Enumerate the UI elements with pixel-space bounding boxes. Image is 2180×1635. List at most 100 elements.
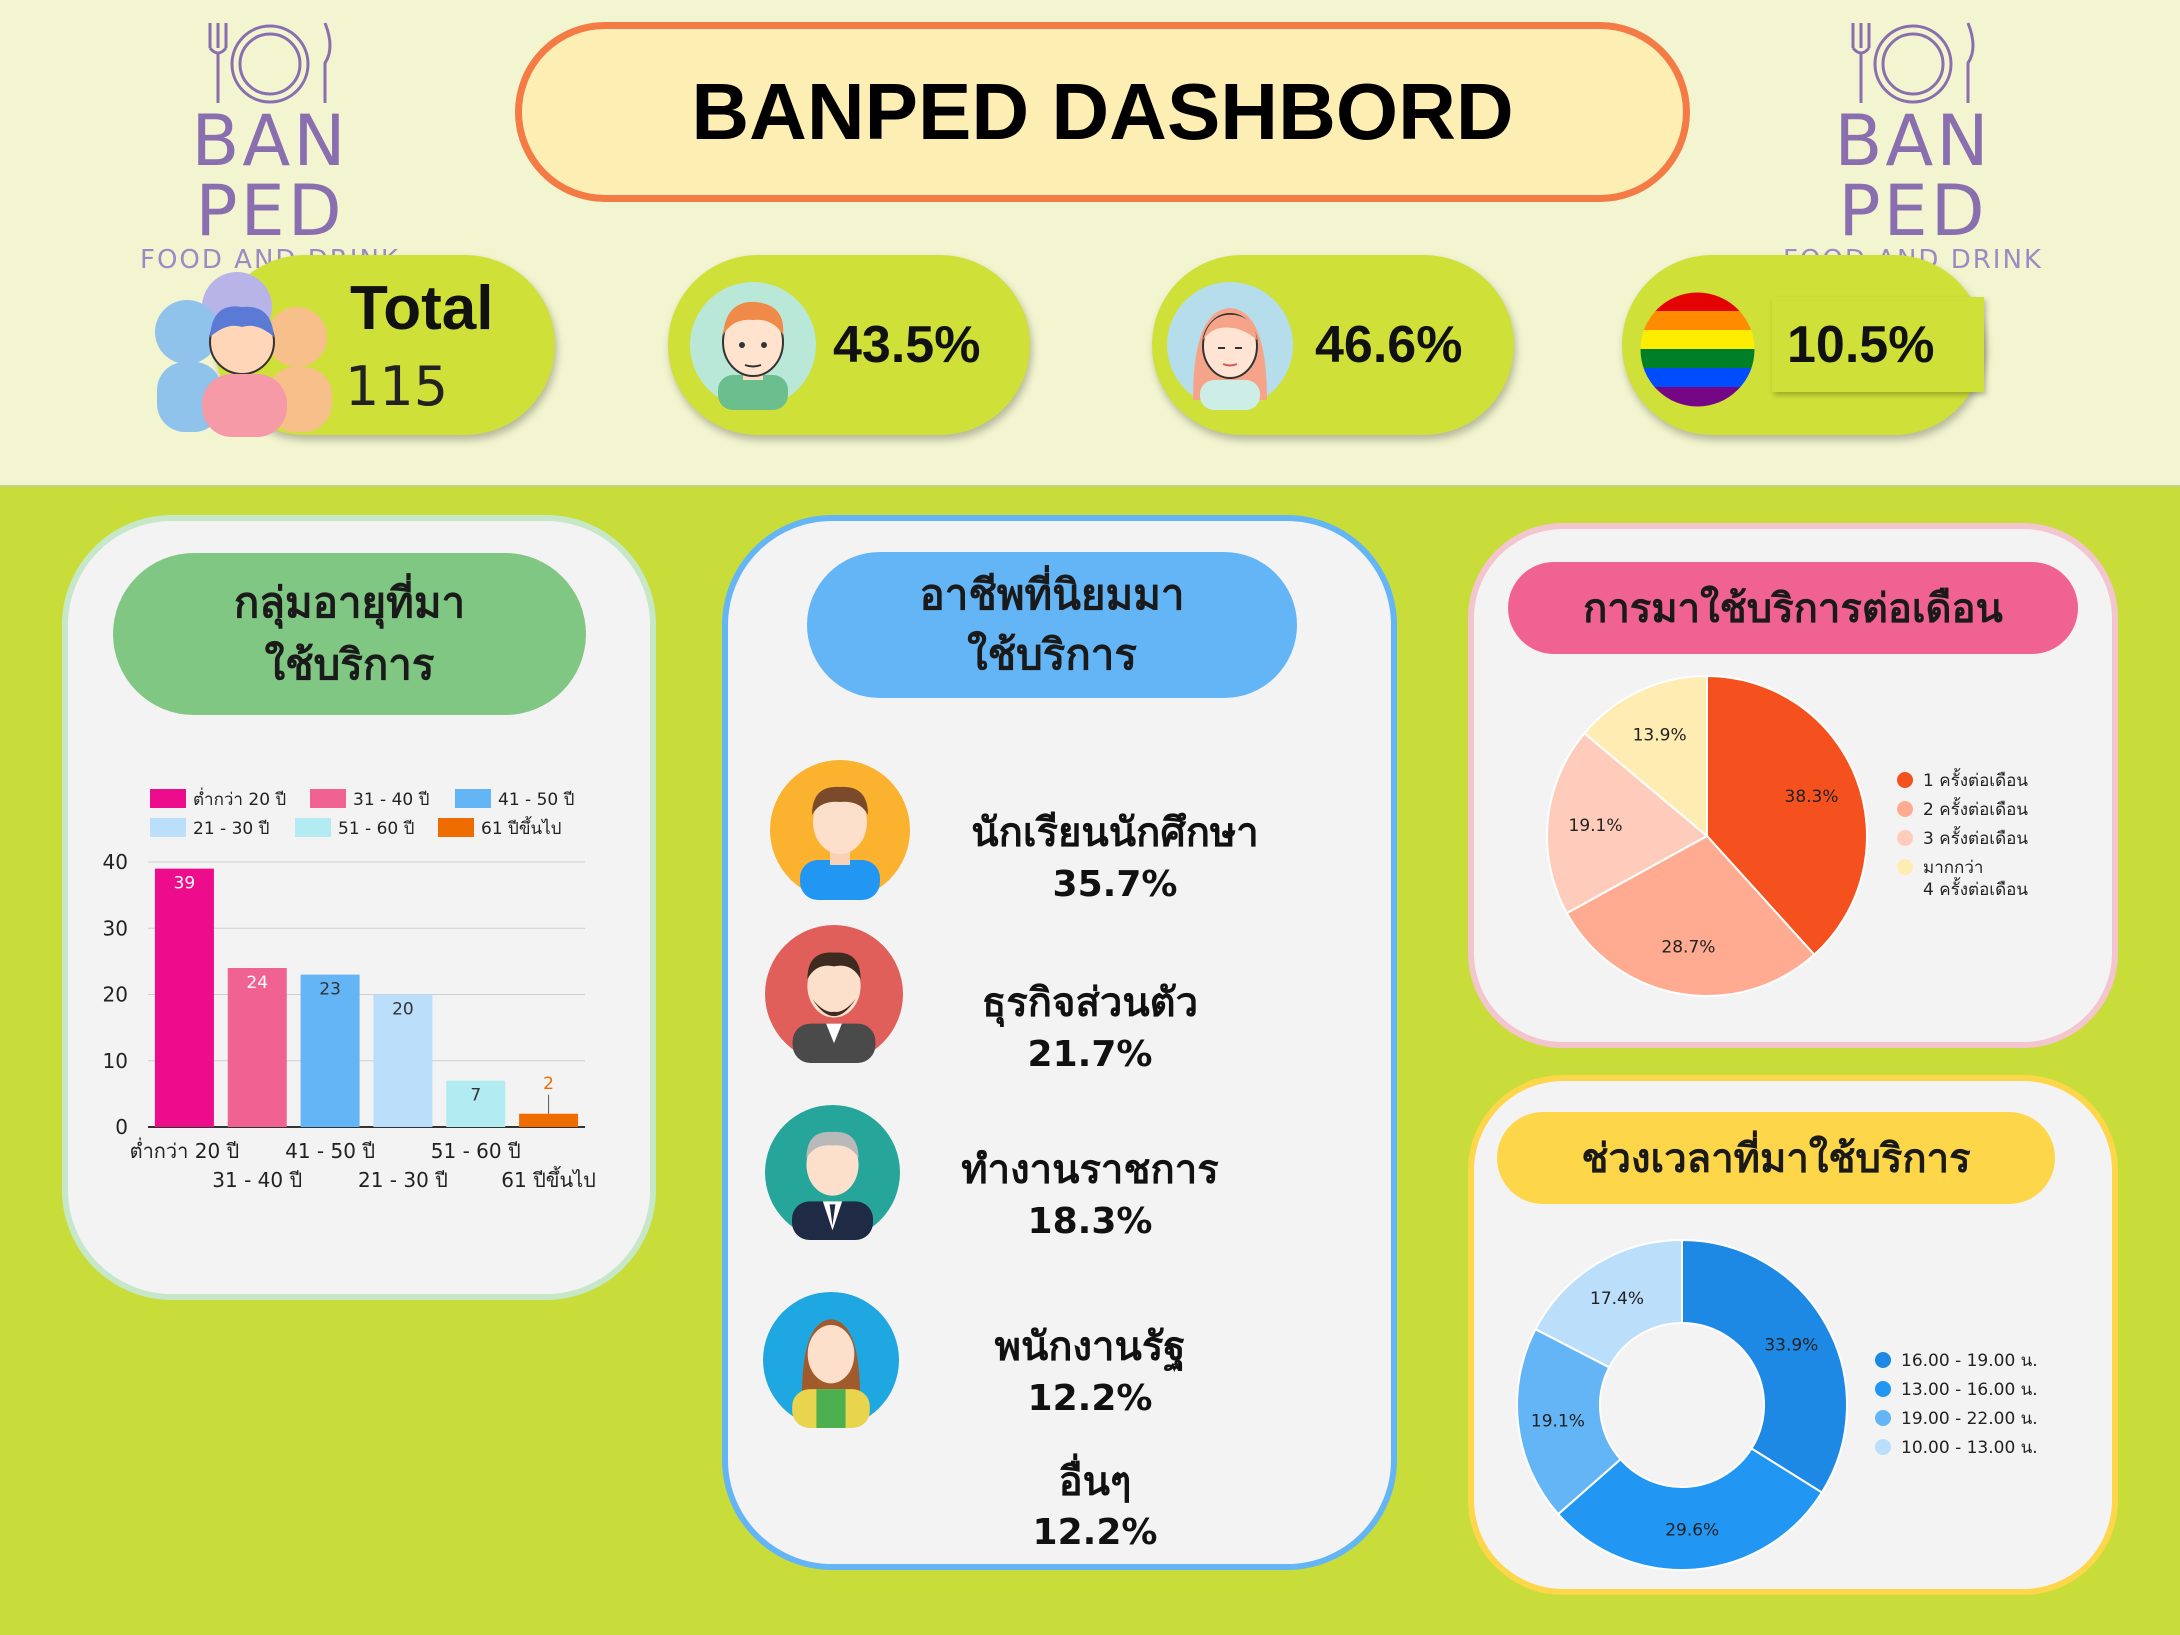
stat-total-label: Total (350, 274, 494, 343)
legend-label: 2 ครั้งต่อเดือน (1923, 797, 2028, 820)
slice-label: 13.9% (1633, 726, 1687, 746)
legend-swatch (1875, 1352, 1891, 1368)
legend-swatch (310, 789, 346, 808)
people-group-icon (155, 272, 332, 437)
logo-left: BAN PED FOOD AND DRINK (105, 18, 435, 274)
x-tick-label: 51 - 60 ปี (431, 1139, 521, 1163)
stat-female-value: 46.6% (1315, 316, 1463, 374)
bar (373, 994, 433, 1127)
data-label: 23 (319, 980, 341, 1000)
legend-label: 61 ปีขึ้นไป (481, 816, 561, 839)
legend-label: ต่ำกว่า 20 ปี (193, 787, 286, 810)
pie-slice (1546, 731, 1709, 915)
dashboard-title: BANPED DASHBORD (515, 22, 1690, 202)
slice-label: 33.9% (1764, 1335, 1818, 1355)
stat-lgbt-value: 10.5% (1787, 316, 1935, 374)
occupation-item-value: 12.2% (1027, 1378, 1153, 1419)
occupation-item-value: 21.7% (1027, 1034, 1153, 1075)
occupation-item-value: 35.7% (1052, 864, 1178, 905)
occupation-item-value: 18.3% (1027, 1201, 1153, 1242)
slice-label: 29.6% (1665, 1521, 1719, 1541)
data-label: 20 (392, 1000, 414, 1020)
age-heading-line1: กลุ่มอายุที่มา (233, 578, 466, 627)
legend-label: 21 - 30 ปี (193, 819, 269, 839)
legend-swatch (455, 789, 491, 808)
age-bar-chart: ต่ำกว่า 20 ปี 31 - 40 ปี 41 - 50 ปี 21 - 30… (103, 787, 596, 1192)
legend-swatch (295, 818, 331, 837)
legend-swatch (1875, 1381, 1891, 1397)
bar (300, 974, 360, 1127)
logo-name: BAN PED (1834, 100, 1992, 252)
logo-right: BAN PED FOOD AND DRINK (1748, 18, 2078, 274)
visits-pie-chart: 38.3% 28.7% 19.1% 13.9% 1 ครั้งต่อเดือน 2 ครั… (1546, 674, 2028, 997)
legend-swatch (438, 818, 474, 837)
student-avatar-icon (770, 760, 910, 900)
legend-label: 51 - 60 ปี (338, 819, 414, 839)
occupation-item-label: พนักงานรัฐ (994, 1324, 1186, 1370)
plate-cutlery-icon (1851, 22, 1975, 104)
occupation-item-label: ธุรกิจส่วนตัว (981, 980, 1199, 1026)
x-tick-label: 61 ปีขึ้นไป (501, 1166, 596, 1192)
legend-swatch (1875, 1439, 1891, 1455)
occupation-heading-line1: อาชีพที่นิยมมา (919, 570, 1185, 619)
x-tick-label: 31 - 40 ปี (212, 1168, 302, 1192)
pie-slice (1582, 674, 1708, 839)
slice-label: 19.1% (1531, 1411, 1585, 1431)
legend-label: 4 ครั้งต่อเดือน (1923, 877, 2028, 900)
stat-male-value: 43.5% (833, 316, 981, 374)
legend-label: มากกว่า (1923, 858, 1983, 878)
stat-total-value: 115 (345, 355, 449, 418)
time-donut-chart: 33.9% 29.6% 19.1% 17.4% 16.00 - 19.00 น. 13.0… (1516, 1238, 2038, 1571)
plate-cutlery-icon (208, 22, 332, 104)
legend-swatch (150, 818, 186, 837)
age-heading-line2: ใช้บริการ (264, 640, 435, 689)
man-avatar-icon (690, 282, 816, 410)
occupation-item-label: ทำงานราชการ (961, 1147, 1219, 1193)
visits-panel-heading: การมาใช้บริการต่อเดือน (1508, 562, 2078, 654)
slice-label: 28.7% (1661, 937, 1715, 957)
x-tick-label: ต่ำกว่า 20 ปี (130, 1137, 240, 1163)
employee-avatar-icon (763, 1292, 899, 1428)
y-tick-label: 20 (103, 983, 128, 1007)
data-label: 24 (246, 973, 268, 993)
pie-slice (1534, 1238, 1683, 1369)
bar (519, 1113, 579, 1127)
legend-label: 31 - 40 ปี (353, 790, 429, 810)
x-tick-label: 41 - 50 ปี (285, 1139, 375, 1163)
pie-slice (1516, 1327, 1622, 1516)
woman-avatar-icon (1167, 282, 1293, 410)
occupation-item-label: นักเรียนนักศึกษา (971, 810, 1259, 856)
legend-label: 1 ครั้งต่อเดือน (1923, 768, 2028, 791)
legend-label: 3 ครั้งต่อเดือน (1923, 826, 2028, 849)
bar (227, 968, 287, 1127)
occupation-panel-heading: อาชีพที่นิยมมา ใช้บริการ (807, 552, 1297, 698)
slice-label: 17.4% (1590, 1289, 1644, 1309)
y-tick-label: 10 (103, 1049, 128, 1073)
legend-swatch (1897, 801, 1913, 817)
legend-swatch (1897, 830, 1913, 846)
occupation-item-label: อื่นๆ (1058, 1459, 1132, 1505)
pie-slice (1681, 1238, 1848, 1494)
legend-swatch (150, 789, 186, 808)
rainbow-flag-icon (1640, 292, 1755, 407)
occupation-item-value: 12.2% (1032, 1512, 1158, 1553)
data-label: 7 (470, 1086, 481, 1106)
pie-slice (1706, 674, 1868, 957)
data-label: 39 (174, 874, 196, 894)
legend-label: 10.00 - 13.00 น. (1901, 1438, 2038, 1458)
time-panel-heading: ช่วงเวลาที่มาใช้บริการ (1497, 1112, 2055, 1204)
legend-swatch (1897, 859, 1913, 875)
legend-label: 41 - 50 ปี (498, 790, 574, 810)
stat-lgbt-value-box (1772, 297, 1984, 392)
bar (154, 868, 214, 1127)
occupation-heading-line2: ใช้บริการ (967, 630, 1137, 679)
age-panel-heading: กลุ่มอายุที่มา ใช้บริการ (113, 553, 586, 715)
y-tick-label: 40 (103, 850, 128, 874)
legend-label: 13.00 - 16.00 น. (1901, 1380, 2038, 1400)
y-tick-label: 0 (115, 1115, 128, 1139)
slice-label: 19.1% (1569, 816, 1623, 836)
businessman-avatar-icon (765, 925, 903, 1063)
logo-name: BAN PED (191, 100, 349, 252)
officer-avatar-icon (765, 1105, 900, 1240)
legend-label: 19.00 - 22.00 น. (1901, 1409, 2038, 1429)
